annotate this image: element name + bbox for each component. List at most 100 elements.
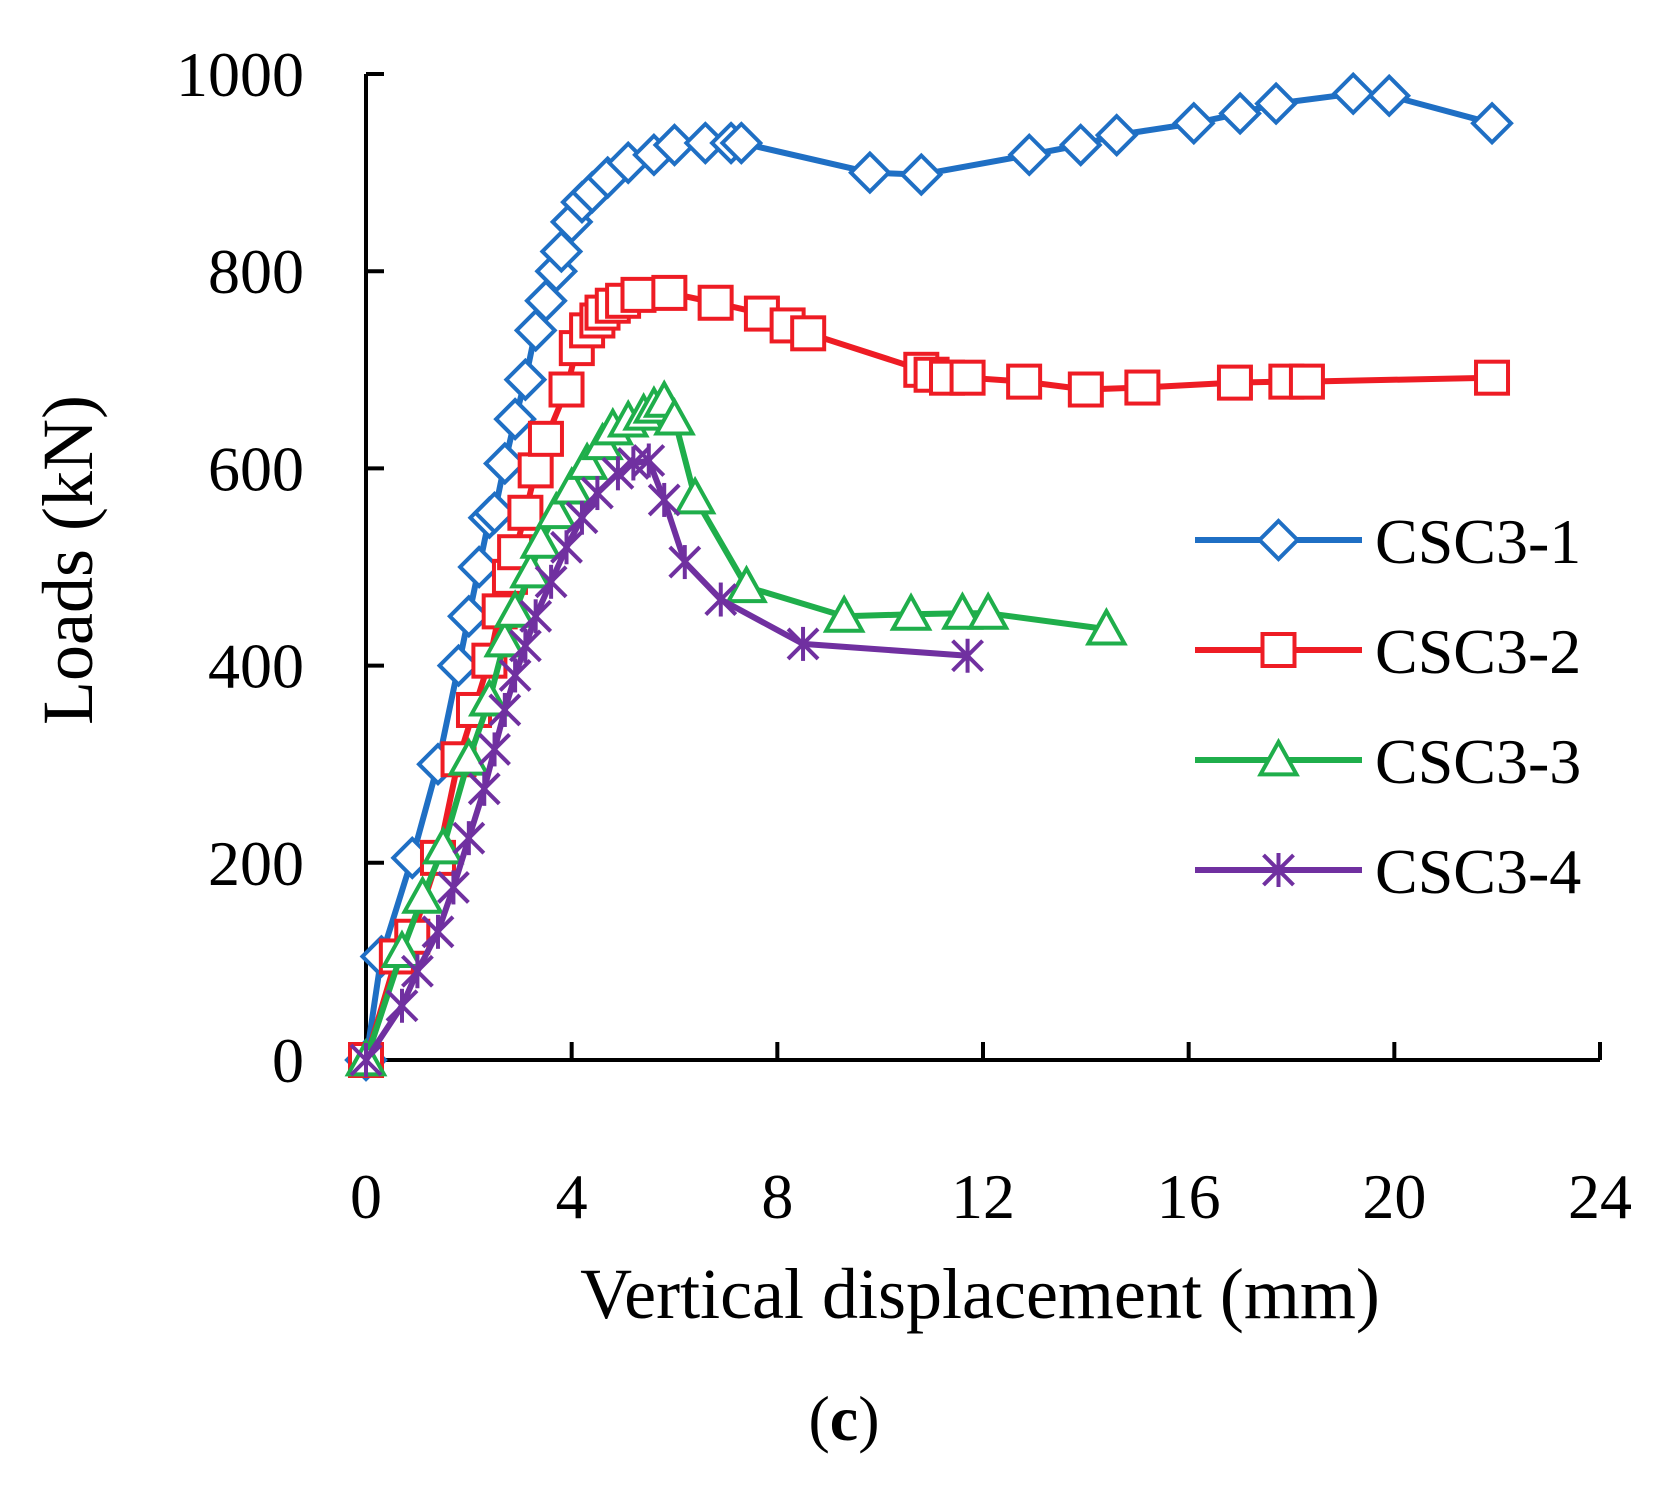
series-line — [363, 457, 968, 1062]
data-point — [401, 954, 434, 989]
legend-label: CSC3-3 — [1375, 726, 1581, 797]
data-point — [447, 594, 491, 639]
data-point — [1216, 364, 1253, 401]
series-csc3-2 — [348, 274, 1511, 1078]
data-point — [548, 371, 585, 408]
data-point — [966, 591, 1010, 630]
data-point — [652, 123, 697, 167]
data-point — [507, 494, 544, 531]
data-point — [447, 737, 491, 776]
y-tick-label: 600 — [208, 433, 304, 504]
legend: CSC3-1 CSC3-2 CSC3-3 CSC3-4 — [1195, 506, 1581, 907]
data-point — [822, 594, 866, 633]
data-point — [436, 870, 470, 905]
data-point — [725, 564, 768, 604]
data-point — [673, 475, 717, 515]
series-csc3-1 — [344, 71, 1514, 1082]
data-point — [478, 732, 511, 767]
data-point — [488, 692, 522, 727]
legend-item: CSC3-3 — [1195, 726, 1581, 797]
legend-item: CSC3-4 — [1195, 836, 1581, 907]
data-point — [498, 658, 532, 693]
data-point — [697, 284, 734, 321]
data-point — [457, 545, 501, 589]
data-point — [534, 564, 568, 599]
x-tick-label: 24 — [1568, 1161, 1632, 1232]
x-tick-label: 0 — [350, 1161, 382, 1232]
data-point — [951, 638, 984, 673]
data-point — [889, 592, 933, 631]
x-axis-title: Vertical displacement (mm) — [580, 1254, 1380, 1334]
legend-marker — [1256, 518, 1301, 562]
series-csc3-3 — [344, 379, 1128, 1077]
y-tick-label: 800 — [208, 236, 304, 307]
data-point — [949, 359, 986, 396]
data-point — [550, 466, 594, 505]
data-point — [550, 530, 583, 565]
x-ticks: 0 4 8 12 16 20 24 — [350, 1042, 1632, 1232]
data-point — [601, 456, 635, 491]
data-point — [527, 420, 564, 457]
data-point — [421, 914, 455, 949]
y-axis-title: Loads (kN) — [28, 395, 108, 725]
data-point — [519, 520, 563, 559]
data-point — [517, 452, 554, 489]
data-point — [468, 677, 511, 717]
x-tick-label: 4 — [556, 1161, 588, 1232]
data-point — [421, 825, 465, 865]
data-point — [1067, 371, 1104, 408]
data-point — [472, 490, 517, 535]
data-point — [1124, 369, 1161, 406]
data-point — [385, 988, 419, 1023]
data-point — [1470, 101, 1514, 146]
data-point — [1085, 606, 1128, 646]
series-csc3-4 — [349, 443, 984, 1077]
legend-item: CSC3-2 — [1195, 616, 1581, 687]
data-point — [719, 121, 764, 165]
legend-marker — [1262, 853, 1295, 887]
legend-label: CSC3-2 — [1375, 616, 1581, 687]
legend-marker — [1260, 632, 1297, 668]
data-point — [482, 441, 527, 486]
data-point — [503, 357, 548, 402]
data-point — [1058, 123, 1103, 167]
data-point — [534, 490, 578, 530]
panel-label-close: ) — [858, 1383, 879, 1454]
data-point — [401, 875, 444, 914]
data-point — [436, 643, 481, 688]
panel-label: (c) — [808, 1383, 879, 1454]
y-ticks: 0 200 400 600 800 1000 — [176, 39, 384, 1096]
data-point — [467, 771, 501, 806]
data-point — [848, 150, 892, 195]
axes: 0 200 400 600 800 1000 0 4 8 12 16 20 24 — [176, 39, 1632, 1232]
legend-marker — [1257, 737, 1300, 777]
data-point — [647, 482, 681, 517]
data-point — [1007, 133, 1052, 177]
x-tick-label: 8 — [761, 1161, 793, 1232]
data-point — [899, 152, 944, 197]
data-point — [493, 397, 537, 441]
data-point — [452, 821, 486, 856]
data-point — [1331, 71, 1376, 116]
y-tick-label: 200 — [208, 828, 304, 899]
series-layer — [344, 71, 1514, 1082]
x-tick-label: 12 — [951, 1161, 1015, 1232]
legend-label: CSC3-4 — [1375, 836, 1581, 907]
series-line — [363, 398, 1107, 1061]
data-point — [668, 545, 702, 580]
data-point — [565, 441, 609, 480]
panel-label-open: ( — [808, 1383, 829, 1454]
data-point — [790, 315, 827, 352]
data-point — [483, 618, 527, 658]
data-point — [620, 276, 657, 313]
data-point — [380, 929, 424, 968]
y-tick-label: 1000 — [176, 39, 304, 110]
data-point — [653, 396, 696, 436]
data-point — [786, 626, 820, 661]
x-tick-label: 20 — [1362, 1161, 1426, 1232]
legend-item: CSC3-1 — [1195, 506, 1581, 577]
data-point — [1006, 363, 1043, 400]
series-line — [363, 289, 1493, 1061]
x-tick-label: 16 — [1157, 1161, 1221, 1232]
